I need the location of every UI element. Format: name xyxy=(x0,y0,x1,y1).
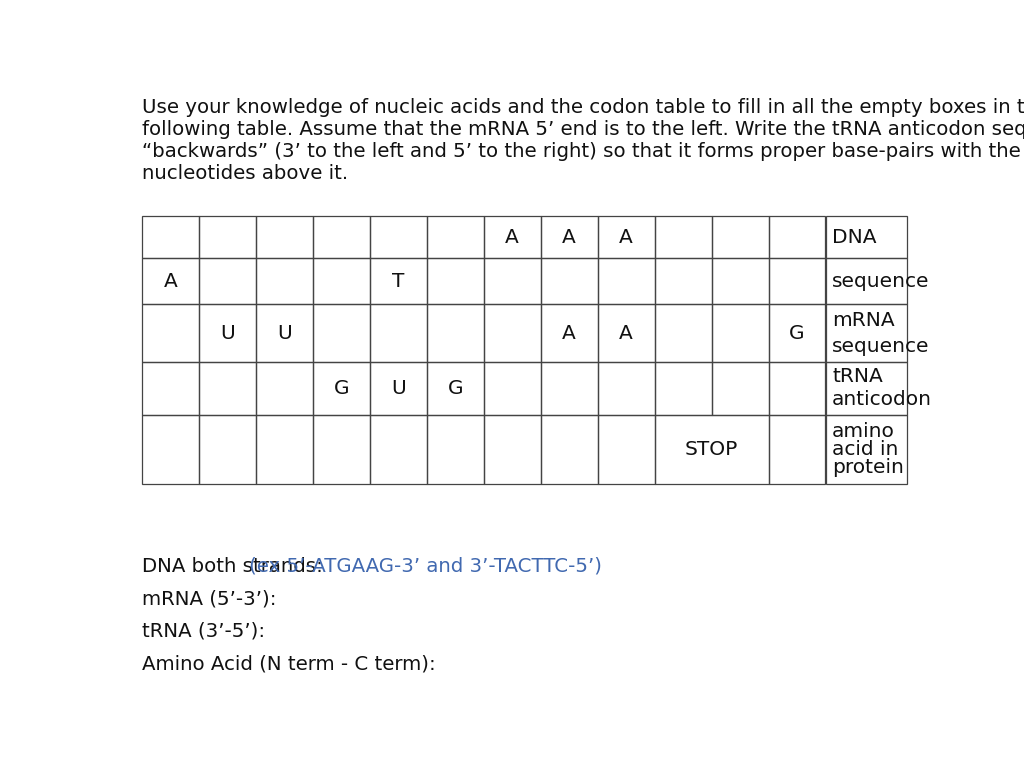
Bar xyxy=(370,362,427,414)
Bar xyxy=(598,362,654,414)
Bar xyxy=(769,362,825,414)
Text: nucleotides above it.: nucleotides above it. xyxy=(142,164,348,183)
Bar xyxy=(769,258,825,304)
Bar xyxy=(712,304,769,362)
Bar xyxy=(256,216,313,258)
Text: DNA both strands:: DNA both strands: xyxy=(142,557,329,576)
Bar xyxy=(598,216,654,258)
Bar xyxy=(712,258,769,304)
Bar xyxy=(483,414,541,484)
Text: amino: amino xyxy=(833,421,895,440)
Bar xyxy=(199,216,256,258)
Bar xyxy=(769,216,825,258)
Bar xyxy=(142,258,199,304)
Bar xyxy=(199,304,256,362)
Bar xyxy=(313,362,370,414)
Text: (ex 5’-ATGAAG-3’ and 3’-TACTTC-5’): (ex 5’-ATGAAG-3’ and 3’-TACTTC-5’) xyxy=(249,557,602,576)
Bar xyxy=(142,304,199,362)
Text: Amino Acid (N term - C term):: Amino Acid (N term - C term): xyxy=(142,654,435,673)
Bar xyxy=(825,362,907,414)
Bar xyxy=(541,216,598,258)
Bar xyxy=(483,304,541,362)
Text: STOP: STOP xyxy=(685,440,738,459)
Bar xyxy=(370,304,427,362)
Bar xyxy=(654,362,712,414)
Bar xyxy=(654,414,769,484)
Text: mRNA (5’-3’):: mRNA (5’-3’): xyxy=(142,589,276,608)
Bar xyxy=(142,216,199,258)
Bar xyxy=(370,414,427,484)
Text: following table. Assume that the mRNA 5’ end is to the left. Write the tRNA anti: following table. Assume that the mRNA 5’… xyxy=(142,120,1024,139)
Bar xyxy=(483,362,541,414)
Bar xyxy=(427,414,483,484)
Text: tRNA (3’-5’):: tRNA (3’-5’): xyxy=(142,622,265,640)
Bar xyxy=(313,258,370,304)
Text: “backwards” (3’ to the left and 5’ to the right) so that it forms proper base-pa: “backwards” (3’ to the left and 5’ to th… xyxy=(142,142,1024,161)
Bar xyxy=(541,304,598,362)
Text: G: G xyxy=(447,379,463,398)
Bar xyxy=(483,216,541,258)
Bar xyxy=(142,362,199,414)
Bar xyxy=(427,362,483,414)
Text: A: A xyxy=(620,228,633,247)
Bar xyxy=(256,304,313,362)
Bar xyxy=(825,258,907,304)
Text: anticodon: anticodon xyxy=(833,391,932,409)
Text: tRNA: tRNA xyxy=(833,368,883,386)
Text: A: A xyxy=(505,228,519,247)
Text: A: A xyxy=(164,272,177,291)
Bar xyxy=(313,304,370,362)
Text: Use your knowledge of nucleic acids and the codon table to fill in all the empty: Use your knowledge of nucleic acids and … xyxy=(142,98,1024,117)
Bar xyxy=(427,304,483,362)
Text: DNA: DNA xyxy=(833,228,877,247)
Bar xyxy=(427,216,483,258)
Text: protein: protein xyxy=(833,458,904,476)
Text: A: A xyxy=(620,324,633,343)
Bar xyxy=(769,414,825,484)
Bar xyxy=(313,414,370,484)
Bar xyxy=(142,414,199,484)
Bar xyxy=(712,362,769,414)
Bar xyxy=(199,258,256,304)
Bar xyxy=(256,258,313,304)
Text: T: T xyxy=(392,272,404,291)
Bar xyxy=(712,216,769,258)
Text: acid in: acid in xyxy=(833,440,898,459)
Bar xyxy=(483,258,541,304)
Text: A: A xyxy=(562,228,577,247)
Text: mRNA: mRNA xyxy=(833,311,895,330)
Bar xyxy=(541,362,598,414)
Text: A: A xyxy=(562,324,577,343)
Bar xyxy=(654,304,712,362)
Bar xyxy=(769,304,825,362)
Text: sequence: sequence xyxy=(833,272,930,291)
Bar xyxy=(598,414,654,484)
Bar xyxy=(598,258,654,304)
Bar xyxy=(199,362,256,414)
Bar xyxy=(598,304,654,362)
Text: G: G xyxy=(790,324,805,343)
Bar xyxy=(825,304,907,362)
Bar xyxy=(825,414,907,484)
Bar xyxy=(370,216,427,258)
Bar xyxy=(199,414,256,484)
Text: sequence: sequence xyxy=(833,336,930,355)
Bar xyxy=(654,258,712,304)
Bar xyxy=(313,216,370,258)
Bar xyxy=(825,216,907,258)
Text: U: U xyxy=(276,324,292,343)
Bar xyxy=(256,414,313,484)
Text: U: U xyxy=(391,379,406,398)
Bar xyxy=(427,258,483,304)
Bar xyxy=(370,258,427,304)
Bar xyxy=(256,362,313,414)
Bar xyxy=(654,216,712,258)
Text: U: U xyxy=(220,324,234,343)
Bar xyxy=(541,258,598,304)
Text: G: G xyxy=(334,379,349,398)
Bar xyxy=(541,414,598,484)
